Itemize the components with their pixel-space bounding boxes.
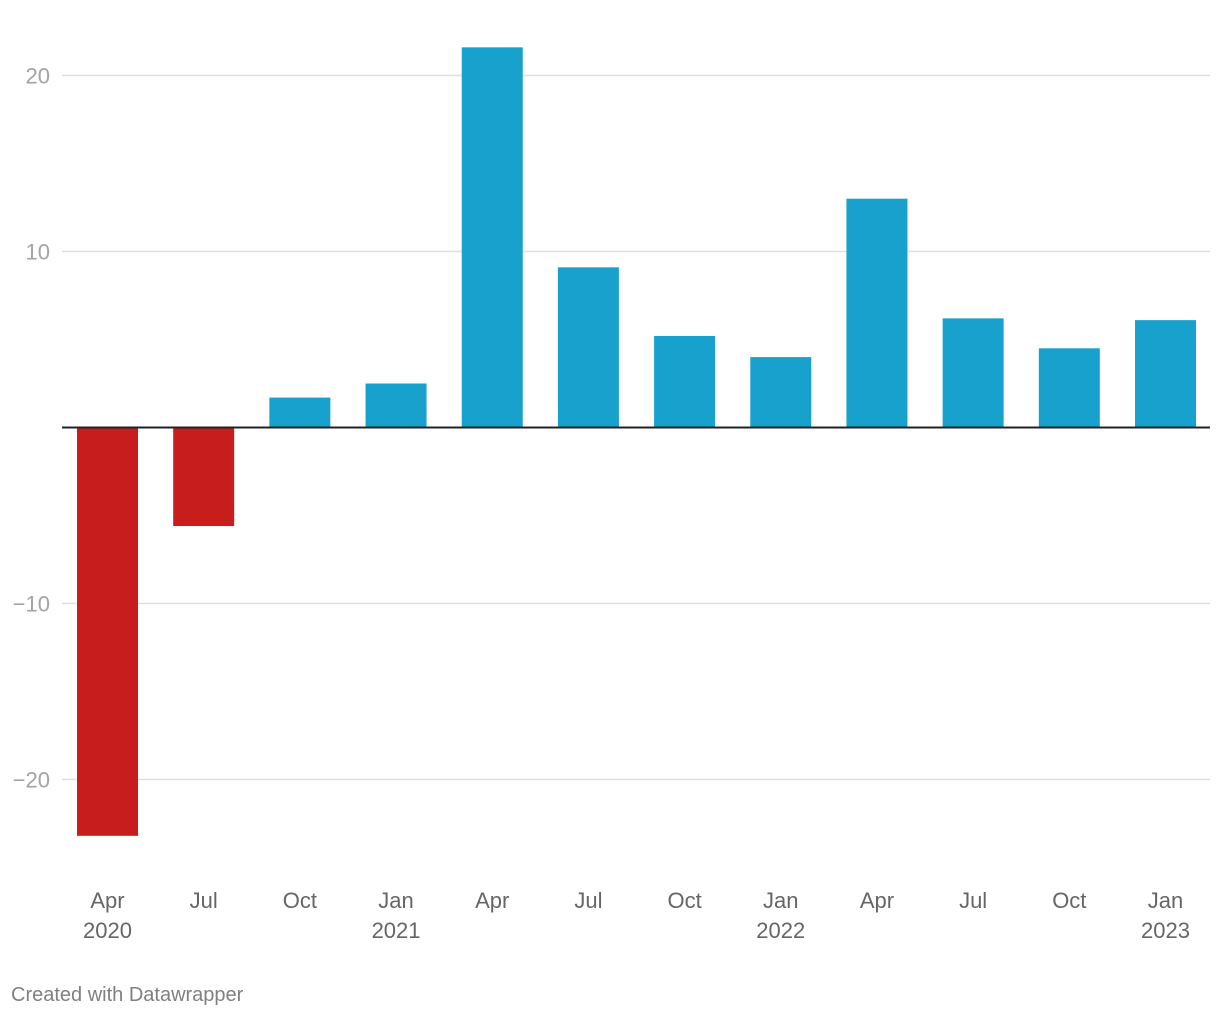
bar (269, 397, 331, 428)
x-tick-year-label: 2022 (756, 918, 805, 943)
y-tick-label: 20 (26, 64, 50, 89)
x-tick-year-label: 2020 (83, 918, 132, 943)
x-tick-label: Jul (574, 888, 602, 913)
x-tick-label: Oct (1052, 888, 1086, 913)
bar (557, 267, 619, 428)
x-tick-label: Oct (283, 888, 317, 913)
bar (654, 335, 716, 428)
bar (173, 427, 235, 527)
x-tick-label: Apr (90, 888, 124, 913)
bar (365, 383, 427, 428)
bar (846, 198, 908, 428)
x-tick-label: Jan (1148, 888, 1183, 913)
y-tick-label: −10 (13, 592, 50, 617)
x-tick-label: Apr (860, 888, 894, 913)
x-tick-label: Apr (475, 888, 509, 913)
y-tick-label: 10 (26, 240, 50, 265)
bar (1038, 348, 1100, 428)
x-tick-label: Jan (378, 888, 413, 913)
datawrapper-credit[interactable]: Created with Datawrapper (11, 984, 244, 1006)
bar (77, 427, 138, 836)
x-tick-label: Oct (667, 888, 701, 913)
x-tick-label: Jul (959, 888, 987, 913)
x-tick-label: Jul (190, 888, 218, 913)
x-tick-label: Jan (763, 888, 798, 913)
bar-chart: 20 10 −10 −20 Apr 2020 Jul Oct Jan 2021 Apr Jul Oct… (13, 47, 1210, 943)
bars (77, 47, 1196, 836)
gridlines (62, 74, 1210, 781)
bar (942, 318, 1004, 428)
bar (750, 357, 812, 428)
bar (1135, 320, 1196, 428)
x-tick-year-label: 2023 (1141, 918, 1190, 943)
y-axis-ticks: 20 10 −10 −20 (13, 64, 50, 793)
x-tick-year-label: 2021 (372, 918, 421, 943)
y-tick-label: −20 (13, 768, 50, 793)
x-axis-ticks: Apr 2020 Jul Oct Jan 2021 Apr Jul Oct Jan 2022 Apr J… (83, 888, 1190, 943)
bar (461, 47, 523, 428)
